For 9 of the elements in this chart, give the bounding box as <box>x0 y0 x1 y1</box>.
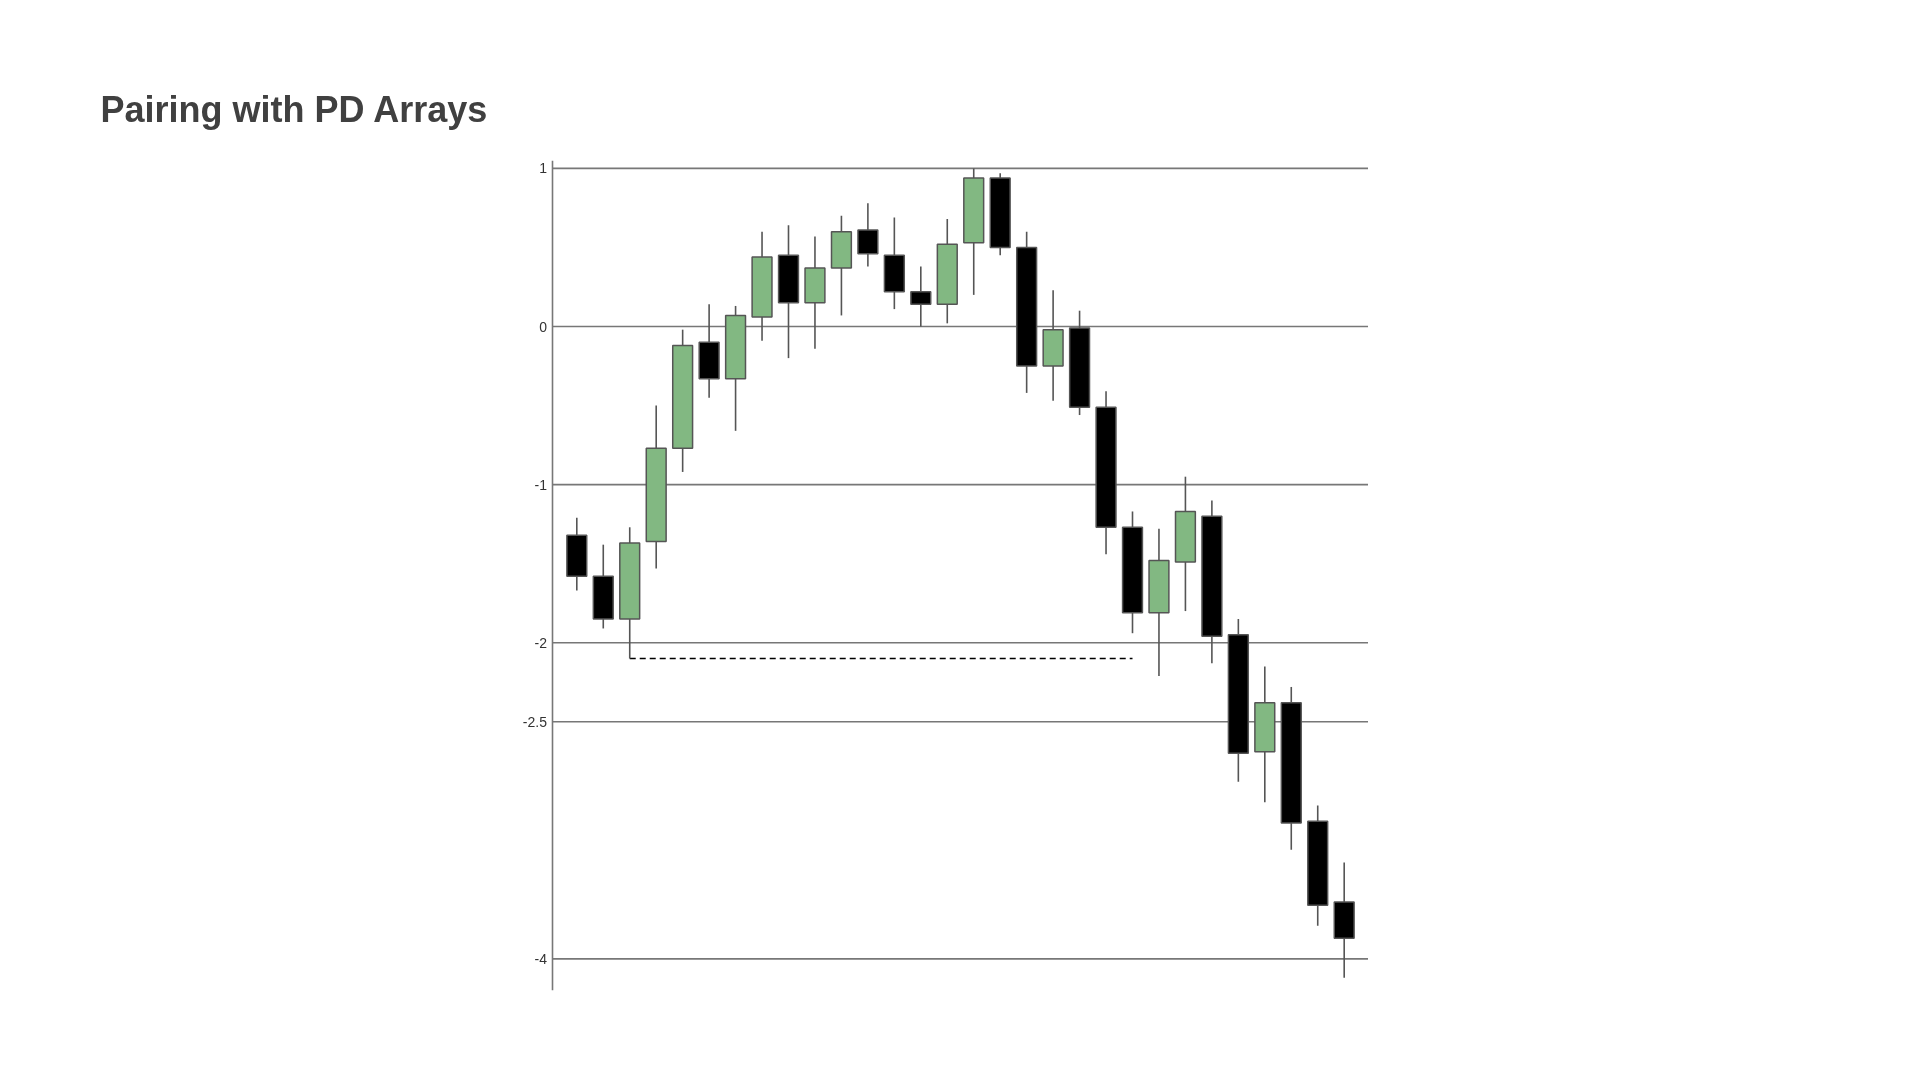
chart-title: Pairing with PD Arrays <box>100 88 488 130</box>
ref-line-label: 1 <box>539 160 548 177</box>
ref-line-label: 0 <box>539 318 548 335</box>
ref-line-label: -2.5 <box>522 713 548 730</box>
candlestick <box>857 202 879 268</box>
ref-line-label: -4 <box>534 950 548 967</box>
ref-line-label: -1 <box>534 476 548 493</box>
ref-line-label: -2 <box>534 634 548 651</box>
candlestick <box>910 265 932 328</box>
